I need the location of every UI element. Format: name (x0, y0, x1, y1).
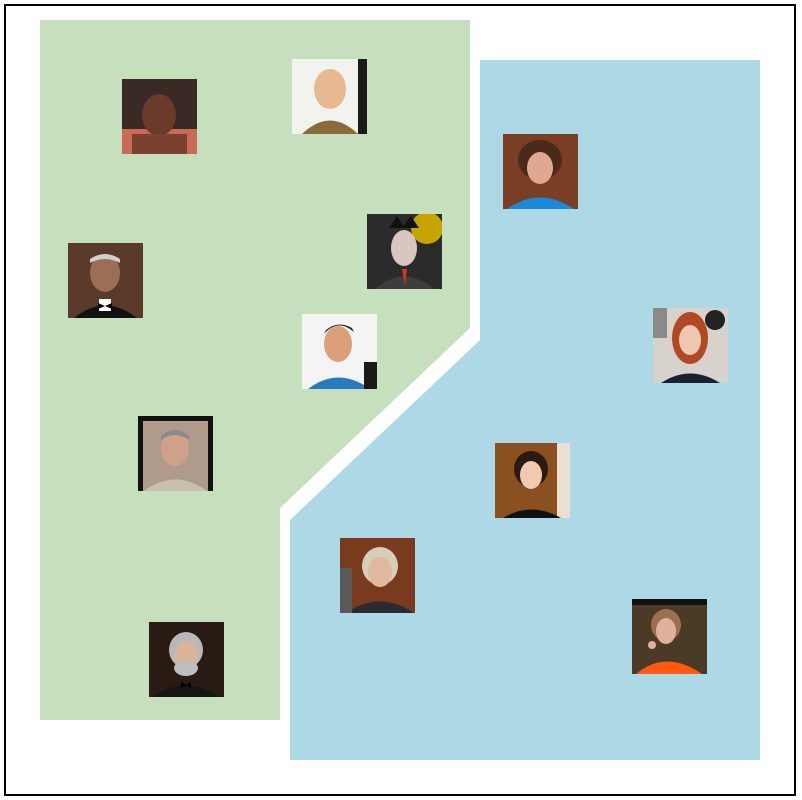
photo-elder-man-bowtie (68, 243, 143, 318)
face-portrait-icon (68, 243, 143, 318)
face-portrait-icon (340, 538, 415, 613)
face-portrait-icon (653, 308, 728, 383)
photo-bearded-man-tux (149, 622, 224, 697)
photo-redhead-woman (653, 308, 728, 383)
face-portrait-icon (122, 79, 197, 154)
photo-young-man-blue (302, 314, 377, 389)
photo-spiky-hair-man (367, 214, 442, 289)
photo-bald-man-sweater (292, 59, 367, 134)
face-portrait-icon (503, 134, 578, 209)
photo-woman-curly-blue (503, 134, 578, 209)
face-portrait-icon (495, 443, 570, 518)
face-portrait-icon (149, 622, 224, 697)
photo-woman-orange-jacket (632, 599, 707, 674)
left-region (40, 20, 470, 720)
photo-boxer-shirtless (122, 79, 197, 154)
face-portrait-icon (632, 599, 707, 674)
face-portrait-icon (292, 59, 367, 134)
face-portrait-icon (302, 314, 377, 389)
photo-gray-hair-man (138, 416, 213, 491)
photo-dark-hair-woman (495, 443, 570, 518)
face-portrait-icon (138, 416, 213, 491)
photo-blonde-woman-gray (340, 538, 415, 613)
face-portrait-icon (367, 214, 442, 289)
